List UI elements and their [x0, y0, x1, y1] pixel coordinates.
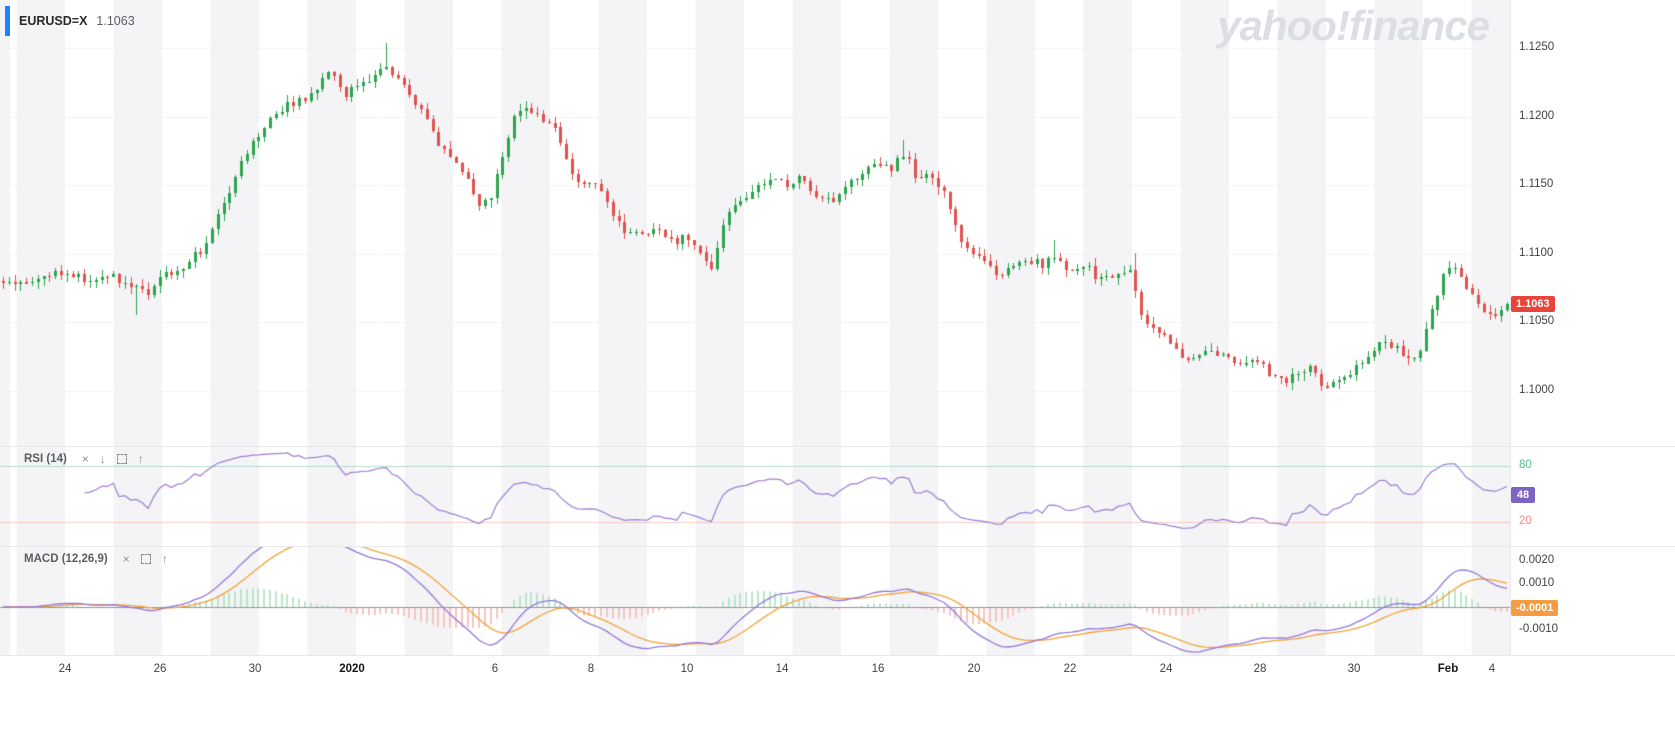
symbol-label: EURUSD=X — [19, 14, 88, 28]
time-axis-label: 4 — [1488, 663, 1496, 675]
close-icon[interactable]: × — [122, 552, 130, 566]
rsi-upper-label: 80 — [1519, 459, 1532, 472]
macd-axis-label: -0.0010 — [1519, 623, 1559, 635]
time-axis-label: 16 — [871, 663, 885, 675]
macd-axis-label: 0.0020 — [1519, 554, 1555, 566]
time-axis-label: 6 — [491, 663, 499, 675]
time-axis-label: 26 — [153, 663, 167, 675]
rsi-lower-label: 20 — [1519, 514, 1532, 527]
time-axis-label: 28 — [1253, 663, 1267, 675]
symbol-last-price: 1.1063 — [96, 14, 135, 28]
last-price-badge: 1.1063 — [1511, 295, 1555, 312]
price-axis[interactable]: 1.1250 1.1200 1.1150 1.1100 1.1050 1.1000 80 20… — [1510, 0, 1675, 655]
maximize-icon[interactable] — [116, 454, 127, 464]
price-chart-canvas[interactable] — [0, 0, 1510, 446]
macd-axis-label: 0.0010 — [1519, 577, 1555, 589]
time-axis-label: 10 — [680, 663, 694, 675]
symbol-header: EURUSD=X 1.1063 — [5, 6, 135, 36]
macd-header: MACD (12,26,9) × ↑ — [24, 553, 168, 565]
maximize-icon[interactable] — [140, 554, 151, 564]
price-panel — [0, 0, 1510, 446]
price-axis-label: 1.1050 — [1519, 315, 1555, 328]
panel-separator — [0, 546, 1675, 547]
time-axis-label: 30 — [1347, 663, 1361, 675]
rsi-header: RSI (14) × ↓ ↑ — [24, 453, 144, 465]
arrow-down-icon[interactable]: ↓ — [99, 452, 106, 466]
price-axis-label: 1.1100 — [1519, 246, 1554, 259]
time-axis-label: 30 — [248, 663, 262, 675]
macd-label: MACD (12,26,9) — [24, 553, 108, 565]
time-axis-label: 8 — [587, 663, 595, 675]
rsi-chart-canvas[interactable] — [0, 446, 1510, 546]
arrow-up-icon[interactable]: ↑ — [137, 452, 144, 466]
rsi-panel: RSI (14) × ↓ ↑ — [0, 446, 1510, 546]
time-axis-label: 22 — [1063, 663, 1077, 675]
accent-bar — [5, 6, 10, 36]
close-icon[interactable]: × — [81, 452, 89, 466]
yahoo-finance-logo: yahoo!finance — [1217, 2, 1490, 49]
rsi-value-badge: 48 — [1511, 486, 1535, 503]
time-axis-label: 2020 — [339, 663, 365, 675]
macd-panel: MACD (12,26,9) × ↑ — [0, 546, 1510, 655]
time-axis-label: 20 — [967, 663, 981, 675]
macd-chart-canvas[interactable] — [0, 546, 1510, 655]
price-axis-label: 1.1000 — [1519, 384, 1555, 397]
time-axis[interactable]: 24 26 30 2020 6 8 10 14 16 20 22 24 28 30 Feb 4 — [0, 655, 1675, 685]
time-axis-label: 14 — [775, 663, 789, 675]
time-axis-label: 24 — [1159, 663, 1173, 675]
panel-separator — [0, 446, 1675, 447]
rsi-label: RSI (14) — [24, 453, 67, 465]
macd-value-badge: -0.0001 — [1511, 600, 1559, 617]
price-axis-label: 1.1200 — [1519, 109, 1555, 122]
arrow-up-icon[interactable]: ↑ — [161, 552, 168, 566]
price-axis-label: 1.1150 — [1519, 178, 1554, 191]
time-axis-label: Feb — [1437, 663, 1459, 675]
price-axis-label: 1.1250 — [1519, 41, 1555, 54]
panel-separator — [0, 655, 1675, 656]
time-axis-label: 24 — [58, 663, 72, 675]
